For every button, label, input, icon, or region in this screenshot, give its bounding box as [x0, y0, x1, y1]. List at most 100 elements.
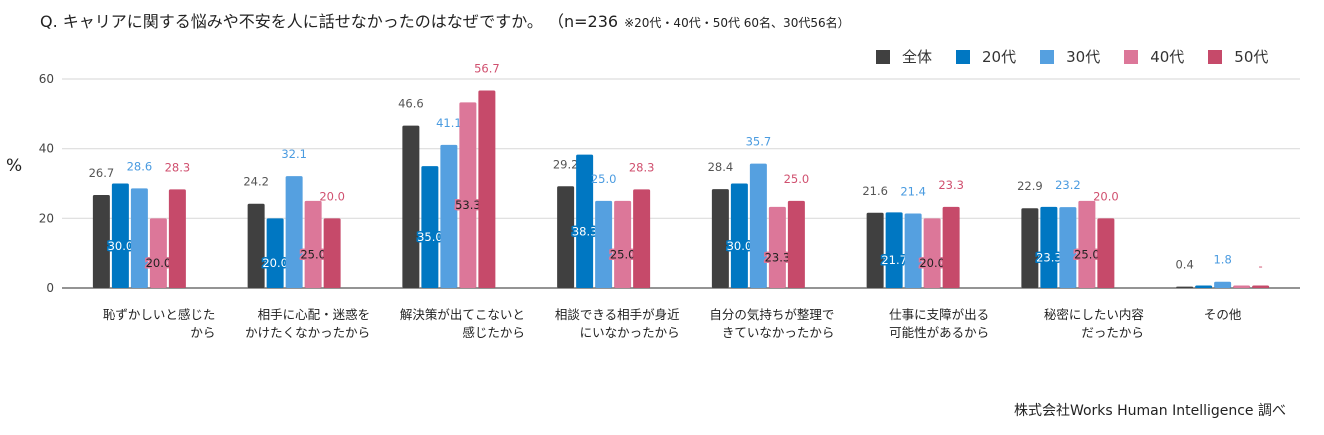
legend-label: 50代 — [1234, 48, 1269, 66]
category-label: 自分の気持ちが整理で — [709, 307, 834, 322]
category-label: 相談できる相手が身近 — [555, 307, 680, 322]
category-label: だったから — [1081, 325, 1144, 340]
data-label: 25.0 — [610, 247, 636, 261]
category-label: 相手に心配・迷惑を — [258, 307, 371, 322]
bar-50代-1 — [323, 218, 341, 288]
bar-30代-6 — [1059, 207, 1077, 288]
y-tick-label: 0 — [46, 281, 54, 295]
category-label: その他 — [1204, 307, 1242, 322]
bar-20代-1 — [266, 218, 284, 288]
data-label: 20.0 — [1093, 189, 1119, 203]
data-label: 21.4 — [900, 184, 926, 198]
category-label: きていなかったから — [722, 325, 835, 340]
data-label: 28.3 — [629, 160, 655, 174]
data-label: 20.0 — [919, 256, 945, 270]
legend-swatch — [1208, 49, 1223, 64]
category-label: 解決策が出てこないと — [400, 307, 525, 322]
bar-全体-1 — [247, 203, 265, 288]
category-label: かけたくなかったから — [245, 325, 370, 340]
bar-20代-3 — [576, 154, 594, 288]
bar-30代-2 — [440, 144, 458, 288]
data-label: 24.2 — [243, 175, 269, 189]
legend-swatch — [1124, 49, 1139, 64]
legend-label: 20代 — [982, 48, 1017, 66]
category-label: 恥ずかしいと感じた — [103, 307, 216, 322]
bar-全体-6 — [1021, 208, 1039, 288]
sample-note: ※20代・40代・50代 60名、30代56名） — [624, 16, 850, 30]
bar-40代-7 — [1233, 285, 1251, 288]
bar-20代-6 — [1040, 206, 1058, 288]
bar-20代-5 — [885, 212, 903, 288]
data-label: 30.0 — [108, 239, 134, 253]
y-tick-label: 20 — [39, 211, 54, 225]
chart-title: Q. キャリアに関する悩みや不安を人に話せなかったのはなぜですか。 （n=236… — [40, 8, 850, 32]
bar-50代-5 — [942, 206, 960, 288]
bar-40代-5 — [923, 218, 941, 288]
data-label: 20.0 — [319, 189, 345, 203]
bar-40代-2 — [459, 102, 477, 288]
bar-40代-6 — [1078, 200, 1096, 288]
category-label: 仕事に支障が出る — [889, 307, 989, 322]
data-label: 25.0 — [784, 172, 810, 186]
bar-30代-0 — [130, 188, 148, 288]
data-label: 20.0 — [146, 256, 172, 270]
bar-40代-0 — [149, 218, 167, 288]
data-label: 25.0 — [1074, 247, 1100, 261]
category-label: 可能性があるから — [889, 325, 989, 340]
y-tick-label: 60 — [39, 72, 54, 86]
bar-50代-6 — [1097, 218, 1115, 288]
bar-全体-4 — [711, 189, 729, 288]
data-label: 30.0 — [727, 239, 753, 253]
data-label: 22.9 — [1017, 179, 1043, 193]
data-label: 26.7 — [89, 166, 115, 180]
bar-50代-7 — [1252, 285, 1270, 288]
data-label: 38.3 — [572, 224, 598, 238]
chart-question: Q. キャリアに関する悩みや不安を人に話せなかったのはなぜですか。 （n=236 — [40, 12, 619, 31]
category-label: にいなかったから — [580, 325, 680, 340]
bar-30代-7 — [1214, 281, 1232, 288]
legend-swatch — [1040, 49, 1055, 64]
data-label: 28.6 — [127, 159, 153, 173]
data-label: 35.7 — [746, 135, 772, 149]
data-label: 25.0 — [591, 172, 617, 186]
category-label: 秘密にしたい内容 — [1044, 307, 1144, 322]
bar-20代-4 — [730, 183, 748, 288]
bar-全体-0 — [92, 194, 110, 288]
chart-legend: 全体 20代 30代 40代 50代 — [876, 46, 1292, 67]
bar-30代-3 — [595, 200, 613, 288]
bar-30代-1 — [285, 176, 303, 288]
data-label: 20.0 — [262, 256, 288, 270]
data-label: 32.1 — [281, 147, 307, 161]
data-label: 35.0 — [417, 230, 443, 244]
y-axis-title: % — [6, 156, 23, 176]
data-label: 21.7 — [881, 253, 907, 267]
bar-30代-4 — [749, 163, 767, 288]
bar-50代-0 — [168, 189, 186, 288]
y-tick-label: 40 — [39, 142, 54, 156]
data-label: 41.1 — [436, 116, 462, 130]
legend-swatch — [956, 49, 971, 64]
data-label: 23.2 — [1055, 178, 1081, 192]
bar-全体-3 — [557, 186, 575, 288]
data-label: 53.3 — [455, 198, 481, 212]
bar-20代-7 — [1195, 285, 1213, 288]
bar-全体-5 — [866, 212, 884, 288]
data-label: 56.7 — [474, 61, 500, 75]
data-label: 21.6 — [862, 184, 888, 198]
bar-全体-2 — [402, 125, 420, 288]
legend-label: 30代 — [1066, 48, 1101, 66]
bar-50代-4 — [787, 200, 805, 288]
bar-40代-3 — [614, 200, 632, 288]
data-label: 29.2 — [553, 157, 579, 171]
legend-label: 全体 — [902, 48, 933, 66]
data-label: 1.8 — [1213, 253, 1231, 267]
data-label: 0.4 — [1175, 258, 1193, 272]
bar-20代-0 — [111, 183, 129, 288]
data-label: 28.4 — [708, 160, 734, 174]
data-label: - — [1259, 259, 1263, 273]
bar-40代-4 — [768, 206, 786, 288]
legend-label: 40代 — [1150, 48, 1185, 66]
legend-item: 40代 — [1124, 46, 1184, 67]
bar-20代-2 — [421, 166, 439, 288]
